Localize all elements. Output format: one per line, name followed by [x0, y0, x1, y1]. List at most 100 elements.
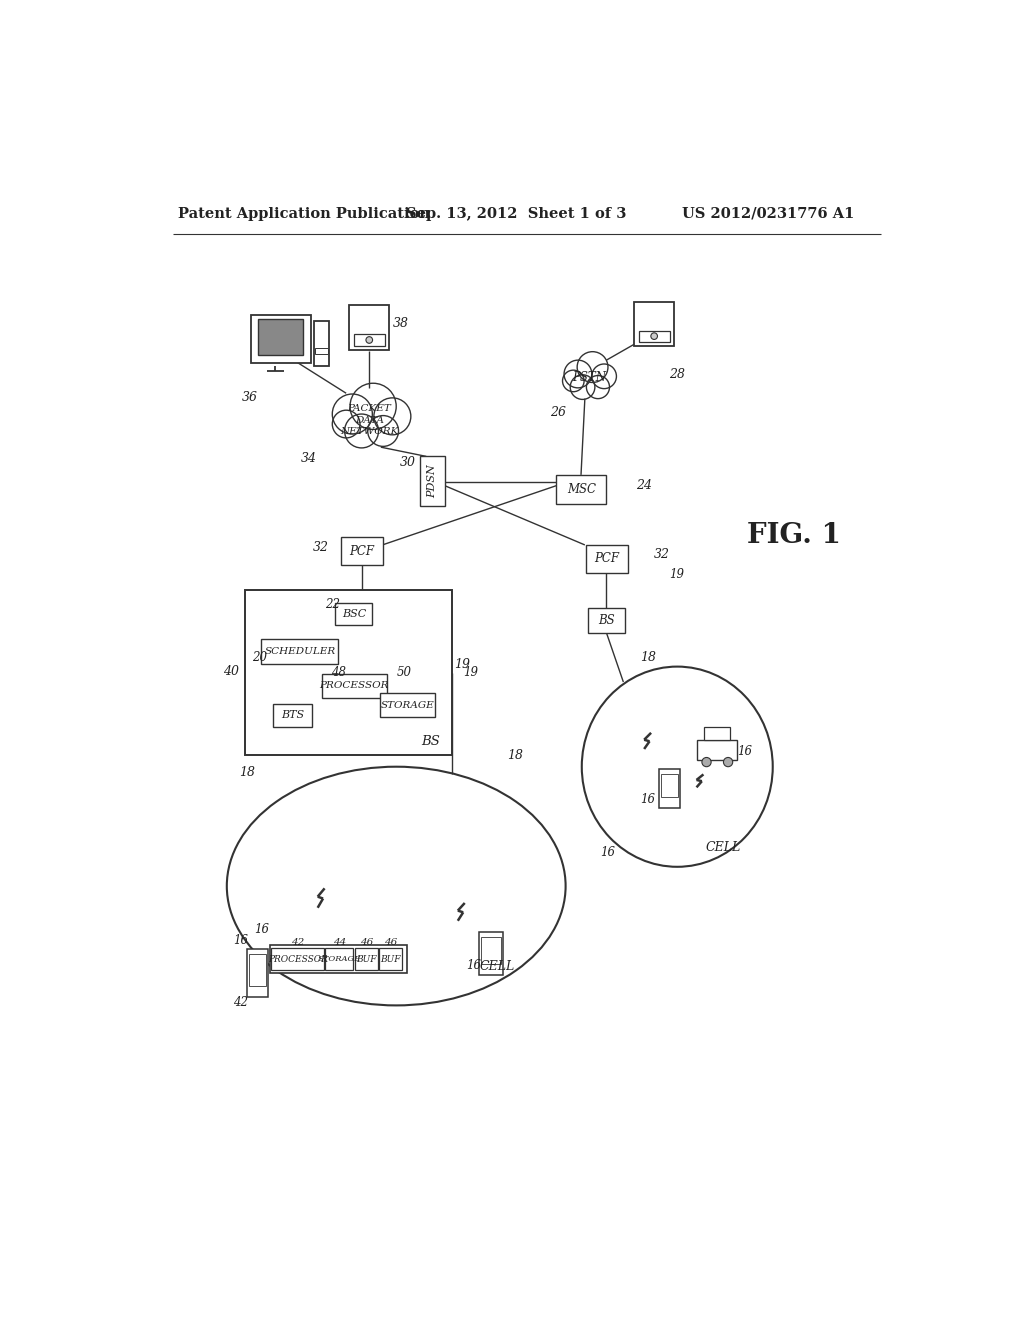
- Text: CELL: CELL: [706, 841, 741, 854]
- Bar: [658, 770, 680, 808]
- Text: 19: 19: [454, 657, 470, 671]
- Text: 44: 44: [333, 937, 346, 946]
- Bar: [349, 305, 389, 350]
- Bar: [354, 948, 378, 970]
- Text: PROCESSOR: PROCESSOR: [319, 681, 389, 690]
- Text: PDSN: PDSN: [427, 463, 437, 498]
- Text: Patent Application Publication: Patent Application Publication: [178, 207, 430, 220]
- Circle shape: [345, 414, 379, 447]
- Text: 40: 40: [222, 665, 239, 678]
- Text: 18: 18: [240, 767, 256, 779]
- Text: 30: 30: [399, 455, 416, 469]
- Text: PCF: PCF: [349, 545, 375, 557]
- Bar: [271, 948, 324, 970]
- Bar: [556, 475, 606, 504]
- Circle shape: [562, 370, 584, 392]
- Bar: [639, 330, 670, 342]
- Text: STORAGE: STORAGE: [381, 701, 434, 710]
- Text: Sep. 13, 2012  Sheet 1 of 3: Sep. 13, 2012 Sheet 1 of 3: [407, 207, 627, 220]
- Circle shape: [564, 360, 592, 388]
- Circle shape: [333, 411, 360, 438]
- Text: PCF: PCF: [594, 552, 620, 565]
- Bar: [261, 639, 339, 664]
- Text: BTS: BTS: [281, 710, 304, 721]
- Text: 32: 32: [313, 541, 330, 554]
- Text: 16: 16: [466, 958, 480, 972]
- Bar: [379, 948, 402, 970]
- Text: BSC: BSC: [342, 610, 366, 619]
- Text: CELL: CELL: [479, 961, 515, 973]
- Text: 22: 22: [325, 598, 340, 611]
- Bar: [273, 704, 311, 726]
- Circle shape: [587, 376, 609, 399]
- Text: 32: 32: [654, 548, 670, 561]
- Text: 16: 16: [737, 744, 753, 758]
- Circle shape: [701, 758, 711, 767]
- Text: 38: 38: [392, 317, 409, 330]
- Bar: [251, 315, 310, 363]
- Bar: [270, 945, 407, 973]
- Circle shape: [333, 395, 373, 434]
- Text: BUF: BUF: [381, 954, 401, 964]
- Text: 16: 16: [640, 792, 655, 805]
- Text: PACKET
DATA
NETWORK: PACKET DATA NETWORK: [340, 404, 398, 437]
- Text: BUF: BUF: [356, 954, 377, 964]
- Text: 19: 19: [463, 667, 478, 680]
- Bar: [420, 455, 444, 506]
- Circle shape: [368, 416, 398, 446]
- Text: 42: 42: [291, 937, 304, 946]
- Bar: [247, 949, 268, 997]
- Bar: [258, 319, 303, 355]
- Circle shape: [592, 364, 616, 388]
- Bar: [249, 954, 266, 986]
- Text: 50: 50: [396, 667, 412, 680]
- Bar: [697, 739, 737, 760]
- Text: 34: 34: [301, 453, 317, 465]
- Bar: [341, 537, 383, 565]
- Bar: [313, 321, 330, 366]
- Bar: [380, 693, 435, 718]
- Text: MSC: MSC: [567, 483, 596, 496]
- Circle shape: [350, 383, 396, 429]
- Text: 42: 42: [233, 995, 248, 1008]
- Bar: [705, 727, 730, 739]
- Text: 20: 20: [253, 651, 267, 664]
- Bar: [245, 590, 453, 755]
- Text: 16: 16: [600, 846, 615, 859]
- Text: 46: 46: [384, 937, 397, 946]
- Text: PSTN: PSTN: [571, 371, 606, 384]
- Text: 18: 18: [508, 748, 523, 762]
- Bar: [322, 673, 387, 698]
- Circle shape: [724, 758, 733, 767]
- Text: SCHEDULER: SCHEDULER: [264, 647, 336, 656]
- Text: 46: 46: [359, 937, 373, 946]
- Text: 24: 24: [637, 479, 652, 492]
- Text: 18: 18: [640, 651, 656, 664]
- Bar: [634, 302, 674, 346]
- Text: 48: 48: [331, 667, 346, 680]
- Text: BS: BS: [422, 735, 440, 748]
- Circle shape: [578, 351, 608, 383]
- Circle shape: [570, 375, 595, 400]
- Text: STORAGE: STORAGE: [317, 956, 360, 964]
- Bar: [315, 348, 328, 354]
- Bar: [662, 774, 678, 797]
- Text: 19: 19: [670, 568, 685, 581]
- Bar: [336, 603, 373, 626]
- Bar: [354, 334, 385, 346]
- Circle shape: [366, 337, 373, 343]
- Text: 36: 36: [242, 391, 258, 404]
- Circle shape: [651, 333, 657, 339]
- Bar: [481, 937, 501, 964]
- Text: 26: 26: [550, 407, 566, 418]
- Circle shape: [374, 397, 411, 434]
- Text: BS: BS: [598, 614, 614, 627]
- Bar: [326, 948, 353, 970]
- Text: PROCESSOR: PROCESSOR: [267, 954, 328, 964]
- Text: 16: 16: [233, 935, 248, 948]
- Bar: [588, 609, 625, 632]
- Text: US 2012/0231776 A1: US 2012/0231776 A1: [682, 207, 854, 220]
- Text: FIG. 1: FIG. 1: [746, 523, 841, 549]
- Bar: [478, 932, 503, 974]
- Text: 16: 16: [254, 924, 269, 936]
